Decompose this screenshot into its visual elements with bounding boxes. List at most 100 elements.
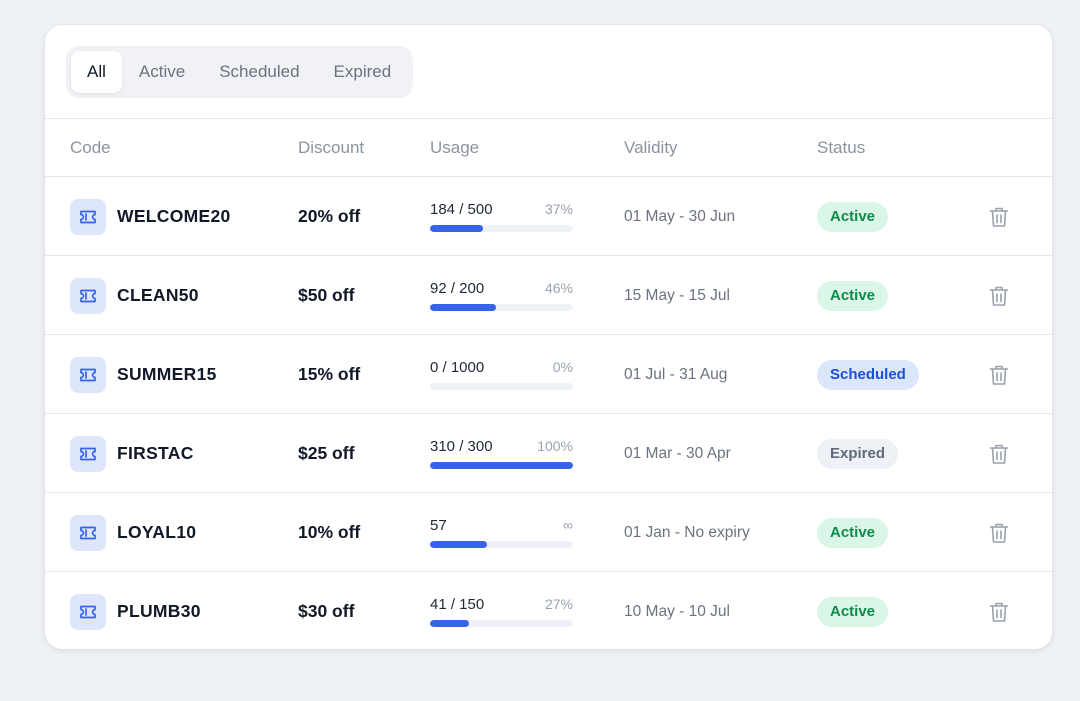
column-header-discount: Discount [298,138,365,157]
table-row[interactable]: CLEAN50 $50 off 92 / 200 46% 15 May - 15… [45,256,1052,335]
usage-progress-fill [430,541,488,548]
status-cell: Active [817,572,889,649]
ticket-icon [70,356,106,393]
delete-button[interactable] [985,598,1013,626]
discount-value: 20% off [298,206,361,226]
discount-value: $50 off [298,285,355,305]
column-header-code: Code [70,138,111,157]
table-body: WELCOME20 20% off 184 / 500 37% 01 May -… [45,177,1052,649]
discount-cell: 15% off [298,335,360,414]
usage-progress-bar [430,620,573,627]
status-filter-tabs: All Active Scheduled Expired [66,46,414,98]
usage-count: 57 [430,517,447,534]
trash-icon [989,602,1009,622]
ticket-icon [70,593,106,630]
status-cell: Active [817,493,889,572]
validity-cell: 01 May - 30 Jun [624,177,735,256]
table-row[interactable]: SUMMER15 15% off 0 / 1000 0% 01 Jul - 31… [45,335,1052,414]
usage-progress-bar [430,225,573,232]
coupons-card: All Active Scheduled Expired Code Discou… [44,24,1053,650]
usage-percent: 27% [544,596,573,612]
ticket-icon [70,198,106,235]
coupon-code: LOYAL10 [117,522,197,542]
filter-bar: All Active Scheduled Expired [45,25,1052,119]
tab-all[interactable]: All [71,51,122,93]
delete-cell [985,335,1013,414]
coupon-code: SUMMER15 [117,364,217,384]
discount-cell: $30 off [298,572,355,649]
delete-button[interactable] [985,203,1013,231]
validity-range: 10 May - 10 Jul [624,602,730,620]
usage-cell: 57 ∞ [430,493,573,572]
coupon-code: WELCOME20 [117,206,231,226]
validity-cell: 10 May - 10 Jul [624,572,730,649]
delete-cell [985,414,1013,493]
coupon-code: PLUMB30 [117,601,201,621]
table-row[interactable]: PLUMB30 $30 off 41 / 150 27% 10 May - 10… [45,572,1052,649]
status-badge: Expired [817,438,899,469]
table-header: Code Discount Usage Validity Status [45,119,1052,177]
delete-cell [985,493,1013,572]
validity-cell: 01 Mar - 30 Apr [624,414,731,493]
trash-icon [989,523,1009,543]
column-header-status: Status [817,138,866,157]
trash-icon [989,365,1009,385]
validity-range: 01 Mar - 30 Apr [624,444,731,462]
tab-active[interactable]: Active [138,62,186,81]
usage-cell: 184 / 500 37% [430,177,573,256]
ticket-icon [70,435,106,472]
status-cell: Active [817,256,889,335]
usage-progress-bar [430,462,573,469]
tab-scheduled[interactable]: Scheduled [219,62,300,81]
delete-button[interactable] [985,440,1013,468]
delete-cell [985,177,1013,256]
delete-button[interactable] [985,519,1013,547]
delete-button[interactable] [985,361,1013,389]
validity-range: 15 May - 15 Jul [624,286,730,304]
usage-progress-bar [430,541,573,548]
status-badge: Active [817,201,889,232]
coupon-code: FIRSTAC [117,443,194,463]
trash-icon [989,207,1009,227]
usage-cell: 92 / 200 46% [430,256,573,335]
tab-expired[interactable]: Expired [333,62,392,81]
code-cell: PLUMB30 [70,572,201,649]
code-cell: SUMMER15 [70,335,217,414]
usage-count: 184 / 500 [430,201,493,218]
usage-count: 0 / 1000 [430,359,485,376]
status-badge: Active [817,517,889,548]
validity-range: 01 Jan - No expiry [624,523,750,541]
column-header-usage: Usage [430,138,480,157]
column-header-validity: Validity [624,138,678,157]
table-row[interactable]: FIRSTAC $25 off 310 / 300 100% 01 Mar - … [45,414,1052,493]
delete-cell [985,572,1013,649]
discount-value: $30 off [298,601,355,621]
trash-icon [989,444,1009,464]
usage-cell: 0 / 1000 0% [430,335,573,414]
ticket-icon [70,277,106,314]
validity-cell: 01 Jul - 31 Aug [624,335,727,414]
status-cell: Active [817,177,889,256]
validity-range: 01 Jul - 31 Aug [624,365,728,383]
discount-value: 10% off [298,522,361,542]
trash-icon [989,286,1009,306]
usage-progress-fill [430,225,483,232]
table-row[interactable]: WELCOME20 20% off 184 / 500 37% 01 May -… [45,177,1052,256]
usage-cell: 41 / 150 27% [430,572,573,649]
discount-cell: $50 off [298,256,354,335]
discount-value: $25 off [298,443,355,463]
usage-percent: ∞ [563,517,573,533]
usage-progress-fill [430,462,573,469]
usage-percent: 37% [544,201,573,217]
status-cell: Scheduled [817,335,919,414]
usage-percent: 100% [537,438,573,454]
discount-value: 15% off [298,364,361,384]
discount-cell: 10% off [298,493,360,572]
discount-cell: 20% off [298,177,360,256]
usage-progress-fill [430,620,469,627]
usage-cell: 310 / 300 100% [430,414,573,493]
status-badge: Active [817,280,889,311]
table-row[interactable]: LOYAL10 10% off 57 ∞ 01 Jan - No expiry … [45,493,1052,572]
usage-progress-bar [430,304,573,311]
delete-button[interactable] [985,282,1013,310]
